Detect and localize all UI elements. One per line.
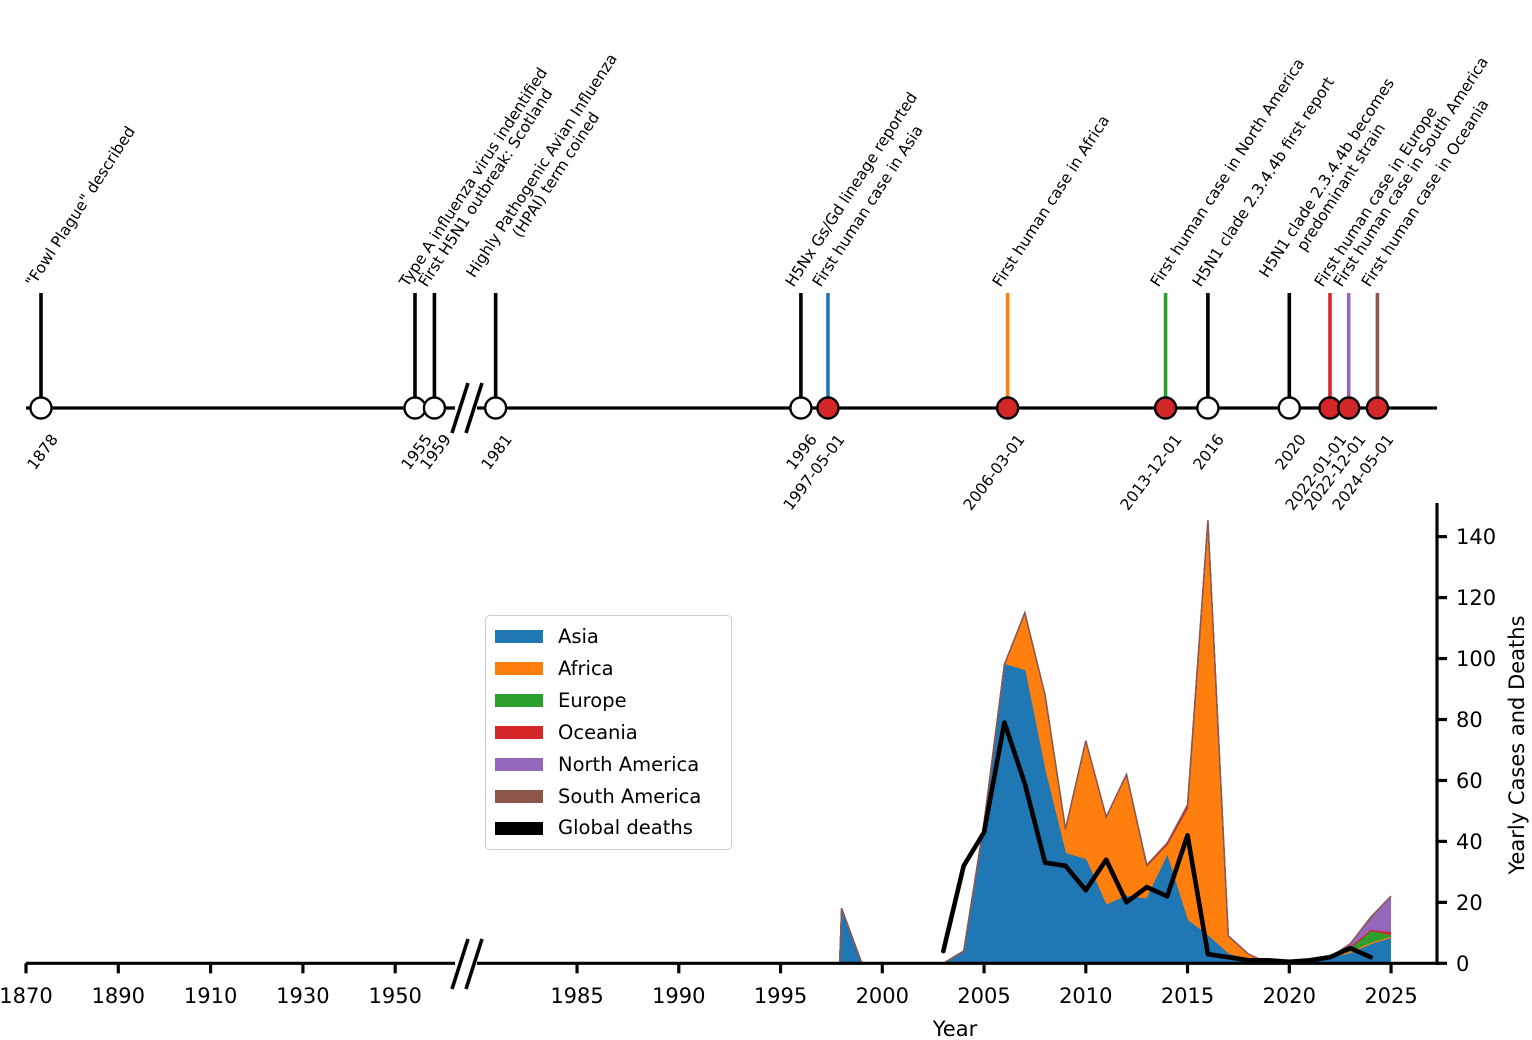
legend-label: South America xyxy=(558,784,702,808)
legend-item-oceania: Oceania xyxy=(495,723,721,743)
y-tick-label: 80 xyxy=(1456,708,1483,732)
y-tick-label: 20 xyxy=(1456,891,1483,915)
y-tick-label: 120 xyxy=(1456,586,1496,610)
legend-item-africa: Africa xyxy=(495,659,721,679)
legend-label: Global deaths xyxy=(558,816,693,840)
x-tick-label: 2015 xyxy=(1161,984,1214,1008)
y-tick-label: 0 xyxy=(1456,952,1469,976)
y-tick-label: 100 xyxy=(1456,647,1496,671)
legend-item-north-america: North America xyxy=(495,755,721,775)
legend-item-global-deaths: Global deaths xyxy=(495,818,721,838)
x-axis-break-slash xyxy=(464,938,484,990)
legend-swatch-icon xyxy=(495,725,543,739)
timeline-marker-1996 xyxy=(789,396,813,420)
timeline-marker-2024-05-01 xyxy=(1365,396,1390,420)
legend-label: North America xyxy=(558,752,700,776)
x-tick-label: 2005 xyxy=(957,984,1010,1008)
timeline-marker-1981 xyxy=(483,396,508,420)
timeline-marker-1997-05-01 xyxy=(816,396,840,420)
x-tick-label: 1990 xyxy=(652,984,705,1008)
timeline-marker-2020 xyxy=(1277,396,1302,420)
y-tick-label: 60 xyxy=(1456,769,1483,793)
global-deaths-line xyxy=(941,720,1373,965)
x-tick-label: 1950 xyxy=(368,984,421,1008)
y-axis-title: Yearly Cases and Deaths xyxy=(1505,615,1529,875)
legend-swatch-icon xyxy=(495,630,543,644)
y-tick-label: 140 xyxy=(1456,525,1496,549)
legend-swatch-icon xyxy=(495,662,543,676)
timeline-marker-1878 xyxy=(29,396,53,420)
legend-label: Africa xyxy=(558,656,614,680)
x-tick-label: 2010 xyxy=(1059,984,1112,1008)
y-tick-label: 40 xyxy=(1456,830,1483,854)
x-tick-label: 1985 xyxy=(550,984,603,1008)
x-tick-label: 2025 xyxy=(1364,984,1417,1008)
legend-swatch-icon xyxy=(495,789,543,803)
legend-swatch-icon xyxy=(495,757,543,771)
legend-label: Oceania xyxy=(558,720,638,744)
legend-swatch-icon xyxy=(495,694,543,708)
x-tick-label: 2020 xyxy=(1263,984,1316,1008)
x-tick-label: 1930 xyxy=(276,984,329,1008)
legend-item-south-america: South America xyxy=(495,787,721,807)
timeline-marker-2016 xyxy=(1196,396,1220,420)
timeline-marker-2022-12-01 xyxy=(1337,396,1361,420)
timeline-break-slash xyxy=(450,382,470,434)
legend-label: Asia xyxy=(558,625,599,648)
x-tick-label: 1870 xyxy=(0,984,53,1008)
area-africa xyxy=(821,521,1391,964)
legend-item-asia: Asia xyxy=(495,627,721,647)
chart-legend: Asia Africa Europe Oceania North America Sout… xyxy=(485,615,732,850)
x-tick-label: 2000 xyxy=(856,984,909,1008)
timeline-break-slash xyxy=(464,382,484,434)
x-tick-label: 1995 xyxy=(754,984,807,1008)
timeline-marker-2006-03-01 xyxy=(995,396,1020,420)
legend-swatch-icon xyxy=(495,821,543,835)
timeline-marker-1959 xyxy=(422,396,447,420)
area-asia xyxy=(821,664,1391,964)
x-tick-label: 1910 xyxy=(184,984,237,1008)
x-axis-title: Year xyxy=(932,1017,978,1040)
timeline-marker-1955 xyxy=(403,396,427,420)
legend-item-europe: Europe xyxy=(495,691,721,711)
x-axis-break-slash xyxy=(450,938,470,990)
timeline-marker-2013-12-01 xyxy=(1153,396,1178,420)
x-tick-label: 1890 xyxy=(92,984,145,1008)
legend-label: Europe xyxy=(558,688,627,712)
